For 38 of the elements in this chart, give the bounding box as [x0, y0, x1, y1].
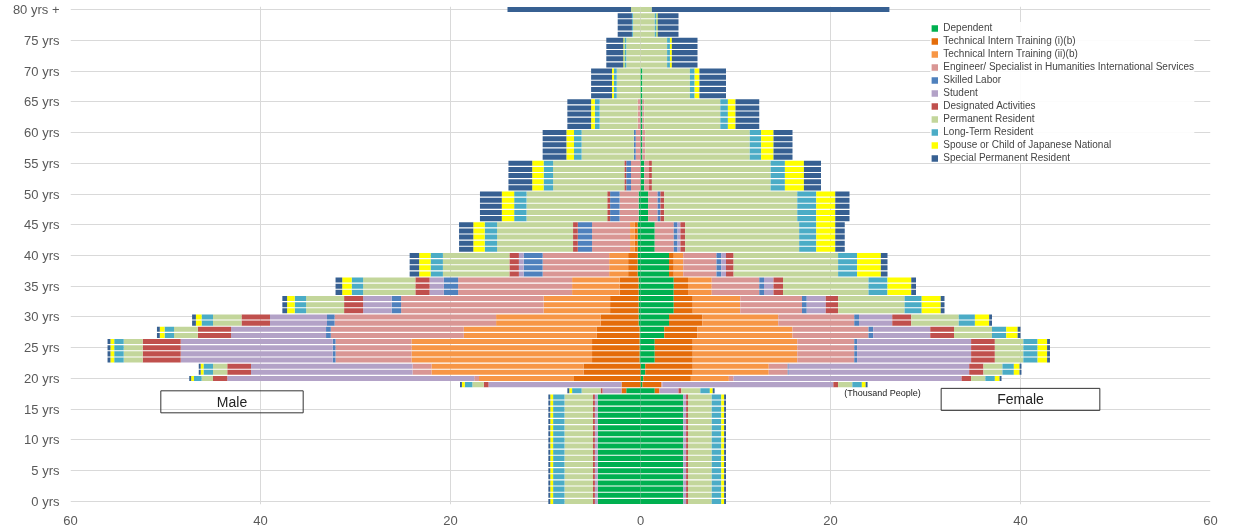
- x-tick-label: 60: [63, 512, 78, 528]
- legend-label: Technical Intern Training (i)(b): [943, 35, 1076, 46]
- x-tick-label: 40: [1013, 512, 1028, 528]
- annotation: (Thousand People): [844, 388, 921, 399]
- legend-label: Technical Intern Training (ii)(b): [943, 48, 1078, 59]
- legend-label: Student: [943, 87, 978, 98]
- legend-label: Special Permanent Resident: [943, 152, 1071, 163]
- y-tick-label: 45 yrs: [24, 217, 60, 233]
- y-tick-label: 30 yrs: [24, 309, 60, 325]
- y-tick-label: 10 yrs: [24, 432, 60, 448]
- legend-label: Designated Activities: [943, 100, 1036, 111]
- x-tick-label: 0: [636, 512, 645, 528]
- y-tick-label: 40 yrs: [24, 248, 60, 263]
- y-tick-label: 35 yrs: [24, 278, 60, 294]
- legend-label: Dependent: [943, 22, 993, 33]
- x-tick-label: 60: [1203, 512, 1218, 528]
- y-tick-label: 75 yrs: [24, 32, 60, 48]
- annotation: Male: [216, 393, 248, 410]
- x-tick-label: 20: [443, 512, 458, 528]
- y-tick-label: 55 yrs: [24, 155, 60, 171]
- legend-label: Engineer/ Specialist in Humanities International Services: [943, 61, 1194, 72]
- legend-label: Long-Term Resident: [943, 126, 1034, 137]
- legend-label: Skilled Labor: [943, 74, 1002, 85]
- y-tick-label: 0 yrs: [31, 493, 60, 509]
- y-tick-label: 65 yrs: [24, 94, 60, 110]
- legend-label: Spouse or Child of Japanese National: [943, 139, 1112, 150]
- y-tick-label: 80 yrs +: [12, 2, 60, 18]
- y-tick-label: 25 yrs: [24, 340, 60, 356]
- y-tick-label: 60 yrs: [24, 125, 60, 141]
- legend-label: Permanent Resident: [943, 113, 1035, 124]
- y-tick-label: 15 yrs: [24, 401, 60, 417]
- x-tick-label: 20: [823, 512, 838, 528]
- annotation: Female: [997, 391, 1045, 408]
- y-tick-label: 70 yrs: [24, 63, 60, 79]
- y-tick-label: 20 yrs: [24, 370, 60, 386]
- x-tick-label: 40: [253, 512, 268, 528]
- y-tick-label: 5 yrs: [31, 463, 60, 479]
- y-tick-label: 50 yrs: [24, 186, 60, 202]
